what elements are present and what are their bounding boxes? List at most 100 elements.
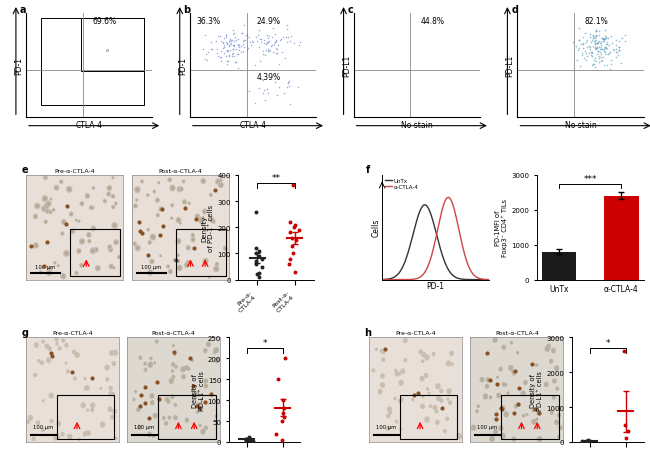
Point	[271, 51, 281, 58]
Circle shape	[499, 425, 504, 431]
Point	[222, 59, 233, 66]
Text: 100 μm: 100 μm	[376, 424, 396, 429]
Circle shape	[48, 210, 53, 215]
Point	[228, 46, 239, 53]
Circle shape	[445, 417, 449, 421]
Point	[272, 46, 283, 53]
Circle shape	[37, 359, 40, 363]
Circle shape	[504, 411, 509, 418]
Circle shape	[55, 337, 58, 342]
X-axis label: PD-1: PD-1	[426, 281, 445, 290]
Point	[620, 32, 630, 40]
Point	[279, 90, 289, 97]
Point	[593, 53, 604, 60]
Circle shape	[100, 422, 105, 428]
Point	[219, 42, 229, 49]
Circle shape	[34, 203, 40, 210]
Circle shape	[196, 391, 199, 395]
Text: 24.9%: 24.9%	[257, 17, 281, 26]
Point	[590, 46, 601, 53]
Circle shape	[214, 357, 220, 364]
Point	[289, 224, 299, 231]
Circle shape	[61, 338, 65, 343]
Circle shape	[81, 202, 83, 206]
Point	[232, 51, 242, 58]
Circle shape	[60, 432, 64, 437]
Circle shape	[70, 229, 75, 235]
Point	[218, 35, 229, 42]
Point	[581, 39, 592, 46]
Y-axis label: PD-L1: PD-L1	[506, 55, 515, 77]
Point	[585, 437, 595, 445]
Point	[270, 31, 280, 38]
Point	[241, 47, 252, 54]
Point	[230, 60, 240, 67]
Point	[251, 245, 261, 252]
Circle shape	[449, 351, 454, 356]
Point	[586, 37, 597, 45]
Circle shape	[557, 413, 561, 418]
Circle shape	[80, 264, 83, 267]
Circle shape	[557, 435, 560, 439]
Point	[272, 92, 282, 100]
Point	[599, 35, 609, 42]
Circle shape	[483, 394, 488, 400]
Point	[277, 436, 287, 443]
Circle shape	[174, 259, 176, 262]
Point	[252, 39, 262, 46]
Circle shape	[45, 209, 50, 214]
Point	[618, 36, 628, 43]
Circle shape	[75, 219, 77, 222]
Point	[283, 34, 293, 41]
Point	[233, 36, 243, 43]
Point	[573, 45, 584, 52]
Circle shape	[403, 338, 408, 344]
Circle shape	[109, 264, 114, 270]
Circle shape	[76, 249, 82, 254]
Circle shape	[209, 216, 214, 221]
Circle shape	[112, 206, 114, 209]
Point	[219, 50, 229, 57]
Point	[256, 36, 266, 43]
X-axis label: CTLA-4: CTLA-4	[239, 121, 266, 130]
Circle shape	[90, 402, 96, 408]
Y-axis label: PD-1: PD-1	[14, 57, 23, 75]
Circle shape	[191, 239, 194, 242]
Point	[606, 41, 617, 48]
Point	[264, 38, 274, 46]
Point	[257, 256, 267, 263]
Point	[227, 42, 238, 50]
Point	[222, 62, 233, 69]
Bar	[541, 252, 576, 280]
Circle shape	[500, 433, 506, 439]
Circle shape	[176, 217, 181, 224]
Point	[237, 31, 247, 38]
Circle shape	[419, 350, 423, 355]
Circle shape	[114, 437, 118, 440]
Circle shape	[544, 382, 549, 387]
Circle shape	[112, 224, 116, 228]
Circle shape	[210, 194, 212, 197]
Circle shape	[526, 413, 528, 416]
Point	[594, 59, 604, 66]
Point	[259, 37, 270, 44]
Point	[270, 37, 281, 45]
Text: 82.1%: 82.1%	[584, 17, 608, 26]
Circle shape	[36, 205, 39, 209]
Point	[260, 52, 270, 59]
Circle shape	[150, 259, 155, 265]
Point	[250, 208, 261, 216]
Point	[237, 41, 248, 48]
Circle shape	[143, 362, 147, 366]
Circle shape	[134, 187, 141, 194]
Circle shape	[109, 386, 113, 391]
Circle shape	[388, 410, 392, 414]
Circle shape	[141, 181, 143, 183]
Circle shape	[434, 409, 439, 414]
Point	[265, 47, 276, 55]
Circle shape	[164, 421, 168, 426]
Circle shape	[61, 275, 65, 279]
Point	[206, 46, 216, 53]
Circle shape	[54, 262, 56, 264]
Point	[602, 46, 612, 53]
